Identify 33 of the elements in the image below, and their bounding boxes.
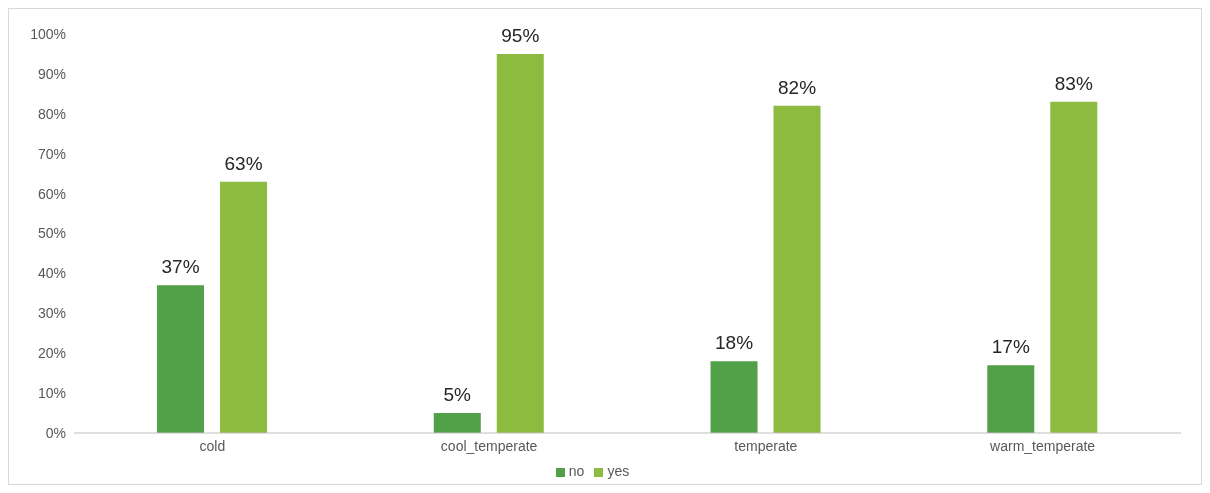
y-tick-label: 20% — [37, 345, 66, 362]
y-tick-label: 40% — [37, 265, 66, 282]
y-tick-label: 100% — [30, 25, 66, 42]
bar — [496, 53, 544, 433]
data-label: 83% — [1054, 72, 1093, 94]
data-label: 17% — [991, 336, 1030, 358]
bar — [987, 365, 1035, 433]
data-label: 5% — [443, 384, 472, 406]
legend-label: no — [568, 463, 585, 479]
bar — [1050, 101, 1098, 433]
data-label: 63% — [224, 152, 263, 174]
y-tick-label: 0% — [45, 424, 66, 441]
y-tick-label: 50% — [37, 225, 66, 242]
y-tick-label: 70% — [37, 145, 66, 162]
bar — [157, 285, 205, 433]
x-tick-label: warm_temperate — [989, 437, 1096, 454]
data-label: 37% — [161, 256, 200, 278]
x-tick-label: cool_temperate — [440, 437, 538, 454]
bar — [433, 413, 481, 433]
y-tick-label: 10% — [37, 385, 66, 402]
bar — [710, 361, 758, 433]
bar — [220, 181, 268, 433]
legend-label: yes — [607, 463, 630, 479]
y-tick-label: 90% — [37, 65, 66, 82]
data-label: 95% — [501, 24, 540, 46]
x-tick-label: cold — [199, 437, 226, 454]
y-tick-label: 60% — [37, 185, 66, 202]
bar — [773, 105, 821, 433]
x-tick-label: temperate — [734, 437, 798, 454]
y-tick-label: 30% — [37, 305, 66, 322]
data-label: 18% — [715, 332, 754, 354]
y-tick-label: 80% — [37, 105, 66, 122]
data-label: 82% — [778, 76, 817, 98]
